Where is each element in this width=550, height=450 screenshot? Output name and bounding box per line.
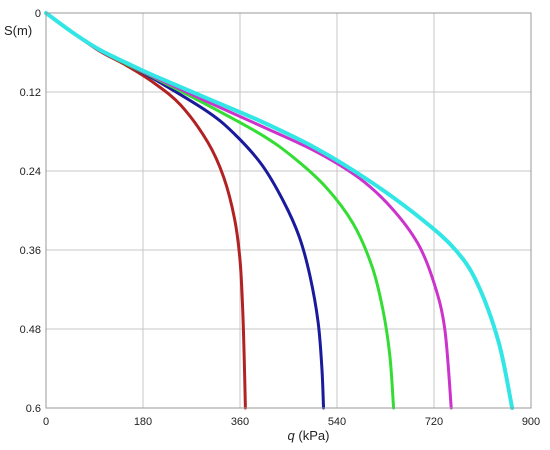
y-tick-label: 0.24 — [20, 166, 41, 178]
tick-labels: 0 180 360 540 720 900 0 0.12 0.24 0.36 0.48 0.6 — [20, 8, 541, 428]
x-tick-label: 900 — [522, 416, 540, 428]
series-line-3 — [44, 11, 396, 410]
series-group — [44, 11, 515, 410]
x-axis-unit: (kPa) — [295, 428, 330, 443]
y-tick-label: 0.36 — [20, 245, 41, 257]
y-tick-label: 0 — [35, 8, 41, 20]
x-tick-label: 0 — [43, 416, 49, 428]
series-line-2 — [44, 11, 326, 410]
y-tick-label: 0.6 — [26, 403, 41, 415]
x-axis-label: q (kPa) — [288, 428, 330, 443]
x-tick-label: 360 — [231, 416, 249, 428]
y-tick-label: 0.12 — [20, 87, 41, 99]
x-tick-label: 720 — [425, 416, 443, 428]
y-tick-label: 0.48 — [20, 324, 41, 336]
x-tick-label: 180 — [134, 416, 152, 428]
series-line-5 — [44, 11, 515, 410]
y-axis-label: S(m) — [4, 23, 32, 38]
plot-frame — [45, 12, 532, 409]
x-tick-label: 540 — [328, 416, 346, 428]
x-axis-variable: q — [288, 428, 296, 443]
